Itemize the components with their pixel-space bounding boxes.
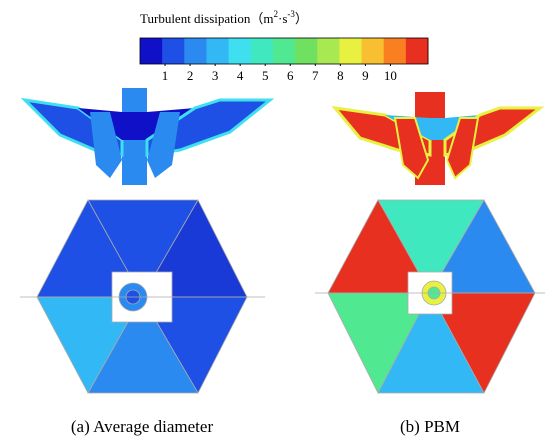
colorbar-swatch [140,38,163,64]
colorbar-tick-label: 4 [237,68,244,83]
colorbar-tick-label: 2 [187,68,194,83]
impeller-top-b [315,199,545,394]
colorbar-frame [139,37,429,65]
impeller-side-b [331,92,545,185]
colorbar-tick-label: 8 [337,68,344,83]
colorbar-swatch [295,38,318,64]
colorbar: 1 2 3 4 5 6 7 8 9 10 [139,37,429,83]
colorbar-tick-label: 10 [384,68,397,83]
colorbar-swatch [162,38,185,64]
colorbar-swatch [250,38,274,64]
colorbar-swatch [317,38,340,64]
colorbar-swatch [184,38,207,64]
colorbar-tick-label: 6 [287,68,294,83]
colorbar-tick-label: 1 [162,68,169,83]
colorbar-swatch [272,38,296,64]
colorbar-tick-label: 5 [262,68,269,83]
colorbar-swatch [405,38,429,64]
colorbar-swatch [206,38,230,64]
colorbar-title: Turbulent dissipation（m2·s-3） [140,9,308,26]
impeller-top-a [20,199,265,394]
colorbar-tick-label: 9 [362,68,369,83]
colorbar-tick-label: 3 [212,68,219,83]
colorbar-swatch [339,38,363,64]
colorbar-tick-label: 7 [312,68,319,83]
colorbar-swatch [383,38,407,64]
colorbar-swatch [361,38,385,64]
caption: (b) PBM [400,417,460,436]
caption: (a) Average diameter [71,417,214,436]
impeller-side-a [20,88,275,185]
colorbar-swatch [228,38,252,64]
